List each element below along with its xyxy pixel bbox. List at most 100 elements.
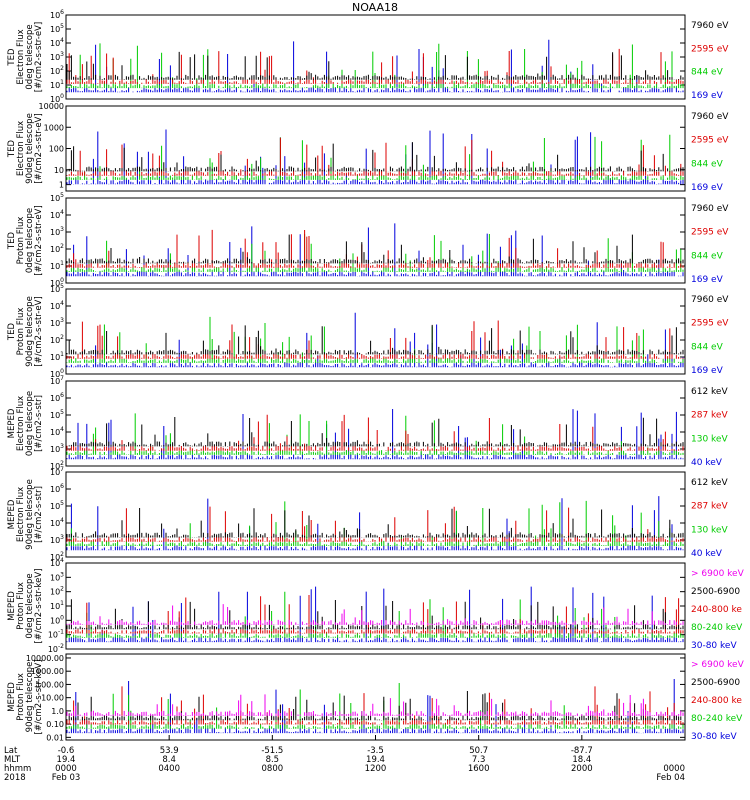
legend-entry: 612 keV <box>691 478 728 488</box>
x-tick-label: -3.5 <box>367 746 384 756</box>
y-tick-label: 104 <box>50 300 64 311</box>
series-trace <box>66 686 684 725</box>
time-row-label: Lat <box>4 746 18 756</box>
series-trace <box>66 679 684 734</box>
series-trace <box>66 409 684 460</box>
y-axis-label: [#/cm2-s-str] <box>34 395 44 452</box>
time-row-label: MLT <box>4 755 21 765</box>
y-tick-label: 1000 <box>44 123 64 132</box>
legend-entry: 7960 eV <box>691 295 729 305</box>
panel-frame <box>65 105 686 192</box>
y-tick-label: 10000.00 <box>26 654 64 663</box>
y-axis-label: 0deg telescope <box>25 24 35 89</box>
trace-group <box>66 679 684 734</box>
y-tick-label: 105 <box>50 23 64 34</box>
series-trace <box>66 234 684 264</box>
y-tick-label: 103 <box>50 443 64 454</box>
legend-entry: 169 eV <box>691 366 724 376</box>
series-trace <box>66 414 684 451</box>
series-trace <box>66 324 684 355</box>
y-tick-label: 10.00 <box>41 694 64 703</box>
legend-entry: 169 eV <box>691 275 724 285</box>
panel-4: 100 101 102 103 104 105 TED Proton Flux 90deg te… <box>7 283 729 379</box>
y-tick-label: 103 <box>50 317 64 328</box>
legend-entry: 80-240 keV <box>691 623 743 633</box>
y-axis-label: [#/cm2-s-str-keV] <box>34 660 44 735</box>
y-tick-label: 104 <box>50 517 64 528</box>
trace-group <box>66 223 684 277</box>
y-axis-label: 90deg telescope <box>25 662 35 733</box>
x-tick-label: 0800 <box>262 764 284 774</box>
series-trace <box>66 595 684 634</box>
y-axis-label: TED <box>7 139 17 158</box>
y-tick-label: 101 <box>50 600 64 611</box>
series-trace <box>66 586 684 643</box>
y-tick-label: 100 <box>50 614 64 625</box>
legend-entry: 30-80 keV <box>691 732 737 742</box>
series-trace <box>66 234 684 272</box>
y-axis-label: 90deg telescope <box>25 113 35 184</box>
series-trace <box>66 137 684 176</box>
series-trace <box>66 694 684 716</box>
y-axis-label: [#/cm2-s-str-eV] <box>34 205 44 275</box>
trace-group <box>66 312 684 368</box>
y-tick-label: 1 <box>59 181 64 190</box>
y-axis-label: MEPED <box>7 408 17 438</box>
legend-entry: 169 eV <box>691 91 724 101</box>
series-trace <box>66 604 684 625</box>
y-tick-label: 100 <box>50 368 64 379</box>
series-trace <box>66 142 684 172</box>
series-trace <box>66 683 684 729</box>
legend-entry: 612 keV <box>691 387 728 397</box>
series-trace <box>66 51 684 80</box>
legend-entry: 2595 eV <box>691 44 729 54</box>
y-axis-label: Electron Flux <box>16 396 26 451</box>
y-axis-label: Proton Flux <box>16 308 26 356</box>
y-axis-label: [#/cm2-s-str-keV] <box>34 569 44 644</box>
x-tick-label: 7.3 <box>472 755 486 765</box>
legend-entry: 40 keV <box>691 549 723 559</box>
x-tick-label: 19.4 <box>57 755 76 765</box>
y-axis-label: MEPED <box>7 591 17 621</box>
y-axis-label: Proton Flux <box>16 673 26 721</box>
y-axis-label: [#/cm2-s-str-eV] <box>34 296 44 366</box>
legend-entry: 2500-6900 <box>691 678 740 688</box>
legend-entry: 240-800 ke <box>691 696 742 706</box>
y-axis-label: Electron Flux <box>16 487 26 542</box>
y-tick-label: 102 <box>50 334 64 345</box>
y-tick-label: 104 <box>50 37 64 48</box>
time-row-label: hhmm <box>4 764 31 774</box>
y-axis-label: Electron Flux <box>16 29 26 84</box>
y-axis-label: Electron Flux <box>16 121 26 176</box>
legend-entry: > 6900 keV <box>691 660 745 670</box>
y-tick-label: 106 <box>50 9 64 20</box>
legend-entry: 30-80 keV <box>691 641 737 651</box>
x-tick-label: 8.4 <box>162 755 176 765</box>
y-axis-label: 0deg telescope <box>25 208 35 273</box>
panel-8: 0.01 0.10 1.0 10.00 100.00 1000.00 10000.00 MEP… <box>7 653 745 742</box>
y-tick-label: 107 <box>50 375 64 386</box>
legend-entry: 844 eV <box>691 159 724 169</box>
x-tick-label: 53.9 <box>160 746 179 756</box>
y-tick-label: 10 <box>54 166 64 175</box>
y-axis-label: [#/cm2-s-str-eV] <box>34 113 44 183</box>
x-tick-label: 19.4 <box>366 755 385 765</box>
legend-entry: 169 eV <box>691 183 724 193</box>
x-tick-label: -0.6 <box>58 746 75 756</box>
legend-entry: 2595 eV <box>691 136 729 146</box>
y-axis-label: 90deg telescope <box>25 296 35 367</box>
y-tick-label: 105 <box>50 283 64 294</box>
legend-entry: 7960 eV <box>691 204 729 214</box>
x-tick-label: 18.4 <box>572 755 591 765</box>
series-trace <box>66 496 684 551</box>
y-axis-label: TED <box>7 322 17 341</box>
y-axis-label: [#/cm2-s-str-eV] <box>34 22 44 92</box>
legend-entry: 40 keV <box>691 458 723 468</box>
y-tick-label: 101 <box>50 79 64 90</box>
legend-entry: 844 eV <box>691 251 724 261</box>
trace-group <box>66 129 684 185</box>
y-tick-label: 102 <box>50 65 64 76</box>
